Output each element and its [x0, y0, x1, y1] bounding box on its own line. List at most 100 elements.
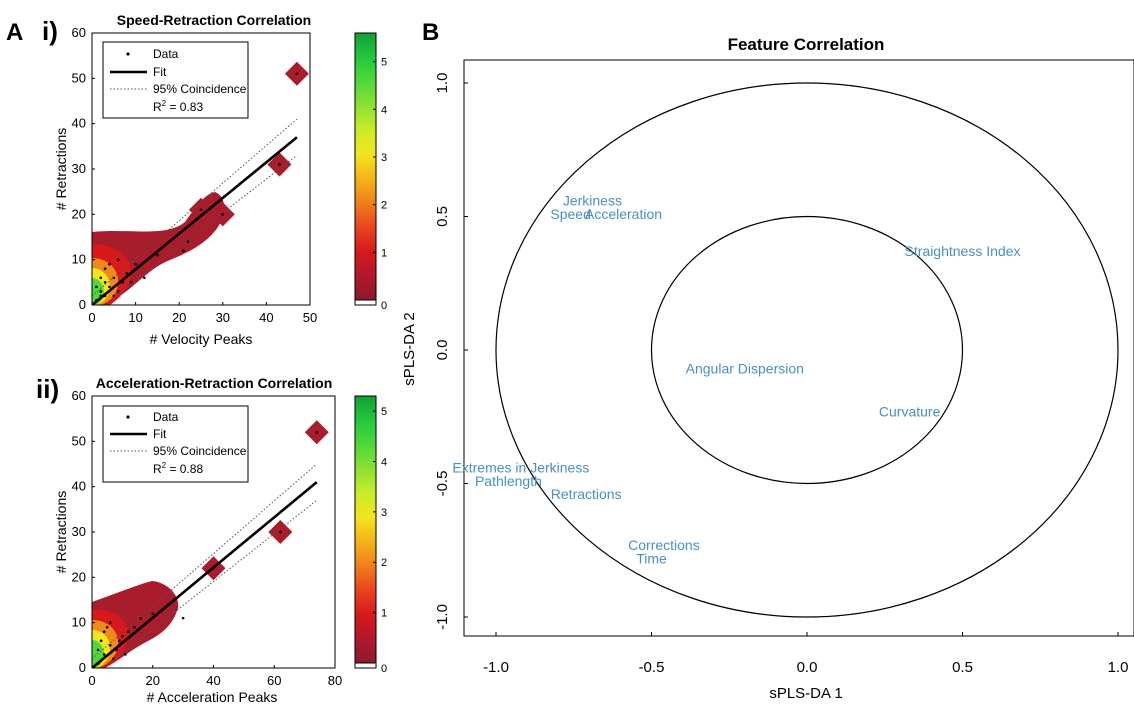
feature-label: Angular Dispersion	[686, 361, 804, 377]
feature-label: Curvature	[879, 403, 941, 419]
y-tick-label: 10	[72, 252, 86, 267]
y-tick-label: 0	[79, 660, 86, 675]
colorbar-gradient	[354, 395, 377, 664]
plot-frame	[463, 59, 1134, 637]
x-tick-label: -0.5	[639, 659, 665, 676]
data-point	[151, 612, 155, 615]
feature-label: Jerkiness	[563, 192, 622, 208]
x-tick-label: 60	[267, 673, 281, 688]
data-point	[156, 253, 159, 257]
data-point	[199, 208, 203, 212]
data-point	[116, 258, 120, 261]
colorbar-tick-label: 1	[381, 608, 387, 620]
data-point	[102, 630, 106, 634]
feature-label: Straightness Index	[905, 243, 1021, 259]
colorbar-tick-label: 1	[381, 247, 387, 259]
feature-label: Speed	[550, 206, 590, 222]
feature-label: Extremes in Jerkiness	[452, 459, 589, 475]
x-tick-label: 80	[328, 673, 342, 688]
data-point	[102, 653, 106, 656]
data-point	[125, 271, 129, 275]
data-point	[124, 653, 127, 656]
r2-label: R	[153, 462, 162, 476]
y-tick-label: 0.0	[434, 340, 451, 361]
r2-value: = 0.88	[166, 462, 203, 476]
chart-title: Speed-Retraction Correlation	[117, 12, 311, 28]
x-tick-label: 0	[88, 310, 95, 325]
x-tick-label: 20	[172, 310, 186, 325]
data-point	[278, 163, 281, 166]
y-tick-label: 20	[72, 206, 86, 221]
data-point	[108, 262, 111, 266]
data-point	[105, 625, 109, 629]
x-axis-label: # Velocity Peaks	[150, 331, 253, 347]
legend: Data Fit 95% Coincidence R2 = 0.88	[102, 405, 249, 483]
colorbar-tick-label: 5	[381, 406, 387, 418]
feature-label: Pathlength	[475, 473, 542, 489]
y-tick-label: 1.0	[434, 73, 451, 94]
data-point	[99, 276, 103, 280]
colorbar-tick-label: 0	[381, 300, 387, 312]
y-tick-label: 40	[72, 116, 86, 131]
y-ticks: 0 10 20 30 40 50 60	[72, 388, 95, 675]
legend-box	[102, 405, 249, 483]
colorbar-ticks: 0 1 2 3 4 5	[373, 406, 387, 675]
panel-label-ii: ii)	[36, 374, 59, 404]
y-axis-label: sPLS-DA 2	[401, 312, 418, 385]
legend-r2: R2 = 0.83	[153, 99, 203, 114]
x-ticks: 0 10 20 30 40 50	[88, 302, 317, 325]
data-point	[103, 267, 107, 271]
data-point	[134, 262, 137, 266]
panel-label-i: i)	[42, 16, 58, 46]
y-ticks: 0 10 20 30 40 50 60	[72, 25, 95, 312]
legend-data-marker	[126, 415, 130, 419]
feature-label: Corrections	[628, 537, 700, 553]
y-tick-label: 0.5	[434, 206, 451, 227]
r2-superscript: 2	[162, 461, 167, 470]
feature-label: Time	[636, 550, 667, 566]
legend: Data Fit 95% Coincidence R2 = 0.83	[102, 41, 249, 119]
data-point	[108, 644, 112, 647]
chart-title: Feature Correlation	[728, 35, 885, 54]
legend-ci-label: 95% Coincidence	[153, 444, 247, 458]
data-point	[116, 290, 120, 293]
y-ticks: -1.0 -0.5 0.0 0.5 1.0	[434, 73, 468, 630]
colorbar: 0 1 2 3 4 5	[354, 395, 387, 675]
fit-layer	[92, 463, 318, 668]
colorbar-ticks: 0 1 2 3 4 5	[373, 57, 387, 312]
ci-upper-line	[92, 463, 318, 660]
colorbar-zero	[354, 662, 377, 669]
data-point	[95, 285, 98, 289]
legend-fit-label: Fit	[153, 427, 167, 441]
circles-layer	[495, 82, 1119, 618]
data-point	[121, 634, 124, 638]
legend-ci-label: 95% Coincidence	[153, 82, 247, 96]
x-tick-label: -1.0	[483, 659, 509, 676]
y-tick-label: 60	[72, 25, 86, 40]
fit-line	[92, 481, 318, 668]
correlation-circle	[495, 82, 1119, 618]
colorbar-tick-label: 4	[381, 456, 387, 468]
colorbar-tick-label: 2	[381, 200, 387, 212]
colorbar-tick-label: 4	[381, 104, 387, 116]
fit-line	[92, 136, 298, 305]
data-point	[295, 72, 299, 76]
feature-correlation-chart: Feature Correlation JerkinessSpeedAccele…	[401, 35, 1134, 702]
data-point	[315, 430, 319, 434]
data-point	[182, 249, 185, 252]
x-tick-label: 50	[303, 310, 317, 325]
speed-retraction-chart: Speed-Retraction Correlation 0 10 20 30 40 50…	[53, 12, 387, 347]
x-tick-label: 40	[259, 310, 273, 325]
x-tick-label: 40	[206, 673, 220, 688]
colorbar-tick-label: 0	[381, 663, 387, 675]
x-tick-label: 10	[128, 310, 142, 325]
x-axis-label: sPLS-DA 1	[769, 685, 842, 702]
data-point	[181, 616, 185, 620]
r2-label: R	[153, 100, 162, 114]
density-contours	[92, 581, 179, 668]
y-tick-label: 60	[72, 388, 86, 403]
colorbar-zero	[354, 299, 377, 306]
data-point	[108, 621, 112, 624]
y-tick-label: 10	[72, 615, 86, 630]
